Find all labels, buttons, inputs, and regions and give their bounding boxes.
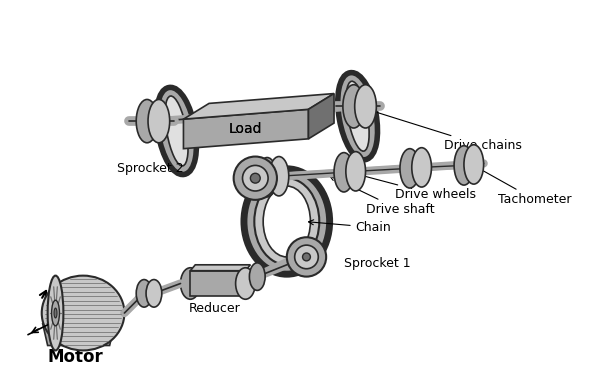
Ellipse shape bbox=[303, 253, 310, 261]
Ellipse shape bbox=[165, 96, 188, 166]
Ellipse shape bbox=[334, 153, 354, 192]
Ellipse shape bbox=[257, 157, 277, 197]
Ellipse shape bbox=[254, 178, 319, 265]
Ellipse shape bbox=[136, 280, 152, 307]
Ellipse shape bbox=[54, 308, 57, 318]
Ellipse shape bbox=[51, 300, 60, 326]
Ellipse shape bbox=[454, 146, 474, 185]
Ellipse shape bbox=[412, 148, 431, 187]
Text: Reducer: Reducer bbox=[189, 302, 241, 315]
Polygon shape bbox=[191, 265, 250, 271]
Ellipse shape bbox=[247, 172, 326, 271]
Ellipse shape bbox=[181, 268, 200, 299]
Ellipse shape bbox=[400, 149, 419, 188]
Text: Drive shaft: Drive shaft bbox=[330, 176, 434, 216]
Text: Tachometer: Tachometer bbox=[476, 166, 572, 207]
Text: Sprocket 2: Sprocket 2 bbox=[117, 162, 183, 175]
Ellipse shape bbox=[250, 263, 265, 290]
Ellipse shape bbox=[346, 152, 366, 191]
Polygon shape bbox=[42, 324, 114, 346]
Ellipse shape bbox=[464, 145, 484, 184]
Ellipse shape bbox=[355, 85, 376, 128]
Ellipse shape bbox=[242, 165, 268, 191]
Ellipse shape bbox=[42, 275, 124, 351]
Polygon shape bbox=[183, 109, 309, 149]
Ellipse shape bbox=[263, 186, 310, 257]
Ellipse shape bbox=[269, 157, 289, 196]
Ellipse shape bbox=[148, 99, 170, 143]
Ellipse shape bbox=[247, 172, 326, 271]
Ellipse shape bbox=[250, 173, 260, 183]
Text: Chain: Chain bbox=[309, 220, 391, 234]
Ellipse shape bbox=[159, 90, 194, 172]
Polygon shape bbox=[191, 271, 245, 296]
Text: Load: Load bbox=[229, 122, 262, 136]
Text: Drive chains: Drive chains bbox=[362, 107, 522, 152]
Ellipse shape bbox=[287, 237, 326, 277]
Ellipse shape bbox=[146, 280, 162, 307]
Ellipse shape bbox=[294, 245, 318, 269]
Ellipse shape bbox=[340, 75, 375, 157]
Text: Load: Load bbox=[229, 122, 262, 136]
Text: Sprocket 1: Sprocket 1 bbox=[344, 257, 411, 270]
Text: Motor: Motor bbox=[47, 348, 103, 366]
Ellipse shape bbox=[48, 275, 63, 351]
Ellipse shape bbox=[234, 157, 277, 200]
Text: Drive wheels: Drive wheels bbox=[353, 172, 476, 202]
Ellipse shape bbox=[136, 99, 158, 143]
Ellipse shape bbox=[235, 268, 255, 299]
Ellipse shape bbox=[340, 75, 375, 157]
Ellipse shape bbox=[343, 85, 365, 128]
Polygon shape bbox=[183, 94, 334, 119]
Polygon shape bbox=[309, 94, 334, 139]
Ellipse shape bbox=[346, 81, 369, 151]
Ellipse shape bbox=[159, 90, 194, 172]
